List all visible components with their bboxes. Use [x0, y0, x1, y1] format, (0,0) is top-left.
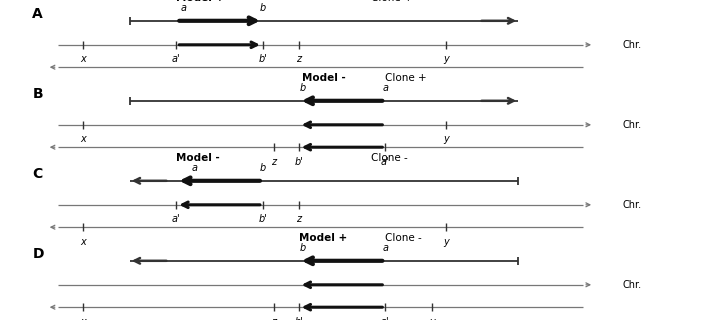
- Text: C: C: [32, 167, 42, 181]
- Text: a': a': [172, 54, 181, 64]
- Text: x: x: [80, 237, 86, 247]
- Text: a: a: [181, 3, 186, 13]
- Text: z: z: [296, 54, 302, 64]
- Text: x: x: [80, 134, 86, 144]
- Text: y: y: [444, 134, 449, 144]
- Text: y: y: [429, 317, 435, 320]
- Text: Model +: Model +: [299, 233, 347, 243]
- Text: D: D: [32, 247, 44, 261]
- Text: Model -: Model -: [176, 153, 220, 163]
- Text: z: z: [271, 317, 276, 320]
- Text: x: x: [80, 317, 86, 320]
- Text: b': b': [258, 214, 267, 224]
- Text: Model -: Model -: [302, 73, 346, 83]
- Text: a': a': [381, 157, 390, 167]
- Text: A: A: [32, 7, 43, 21]
- Text: b': b': [294, 157, 303, 167]
- Text: z: z: [271, 157, 276, 167]
- Text: Clone -: Clone -: [385, 233, 422, 243]
- Text: a': a': [172, 214, 181, 224]
- Text: y: y: [444, 54, 449, 64]
- Text: Clone +: Clone +: [371, 0, 413, 3]
- Text: a': a': [381, 317, 390, 320]
- Text: B: B: [32, 87, 43, 101]
- Text: z: z: [296, 214, 302, 224]
- Text: Chr.: Chr.: [623, 280, 642, 290]
- Text: a: a: [192, 163, 197, 173]
- Text: Chr.: Chr.: [623, 120, 642, 130]
- Text: b: b: [260, 163, 266, 173]
- Text: b': b': [258, 54, 267, 64]
- Text: x: x: [80, 54, 86, 64]
- Text: Clone -: Clone -: [371, 153, 408, 163]
- Text: b': b': [294, 317, 303, 320]
- Text: Model +: Model +: [176, 0, 225, 3]
- Text: y: y: [444, 237, 449, 247]
- Text: b: b: [300, 83, 305, 93]
- Text: b: b: [260, 3, 266, 13]
- Text: Chr.: Chr.: [623, 200, 642, 210]
- Text: Clone +: Clone +: [385, 73, 427, 83]
- Text: a: a: [382, 243, 388, 253]
- Text: Chr.: Chr.: [623, 40, 642, 50]
- Text: b: b: [300, 243, 305, 253]
- Text: a: a: [382, 83, 388, 93]
